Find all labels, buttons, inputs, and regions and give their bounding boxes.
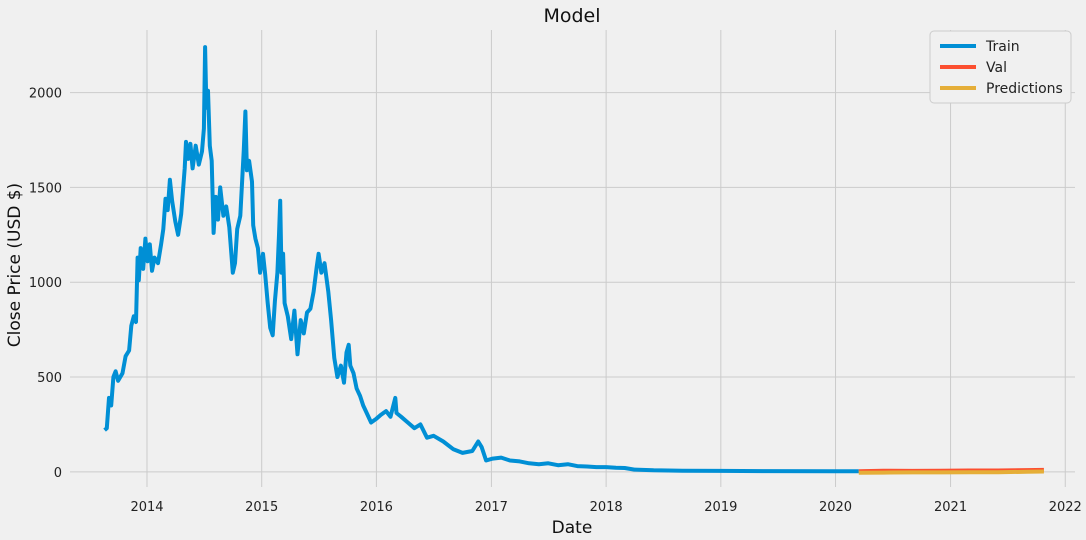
legend-label: Train [985,39,1020,55]
y-axis-label: Close Price (USD $) [5,183,25,347]
y-tick-label: 0 [54,466,62,481]
x-tick-label: 2022 [1049,500,1082,515]
x-tick-label: 2020 [819,500,852,515]
y-tick-label: 1500 [29,181,62,196]
legend-box [929,30,1072,104]
y-tick-label: 500 [37,371,62,386]
x-axis-label: Date [552,518,593,538]
series-line-predictions [858,469,1044,475]
series-line-train [103,45,859,474]
x-tick-label: 2019 [704,500,737,515]
chart-title: Model [543,5,600,27]
x-tick-label: 2018 [590,500,623,515]
y-tick-label: 1000 [29,276,62,291]
x-tick-label: 2021 [934,500,967,515]
y-axis: 0 500 1000 1500 2000 [29,87,62,481]
x-tick-label: 2016 [360,500,393,515]
y-tick-label: 2000 [29,87,62,102]
legend-label: Predictions [986,81,1063,97]
x-tick-label: 2017 [475,500,508,515]
x-tick-label: 2015 [245,500,278,515]
plot-lines [103,45,1044,475]
x-axis: 2014 2015 2016 2017 2018 2019 2020 2021 2022 [130,500,1081,515]
x-tick-label: 2014 [130,500,163,515]
legend: Train Val Predictions [929,30,1072,104]
legend-label: Val [986,60,1007,76]
